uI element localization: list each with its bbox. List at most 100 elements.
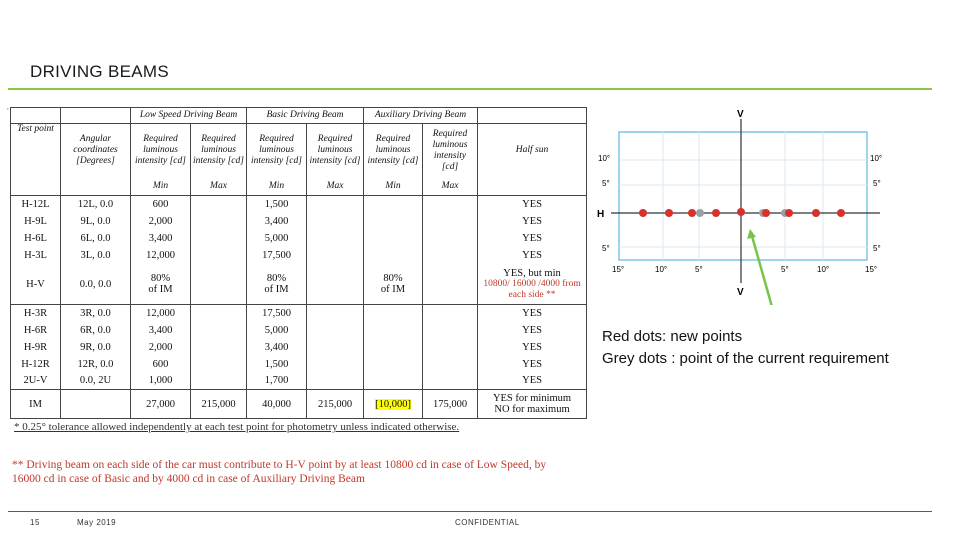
table-cell: YES — [477, 338, 588, 356]
table-cell — [305, 304, 365, 322]
test-point-red — [712, 209, 720, 217]
table-cell: 5,000 — [246, 321, 307, 339]
cell-line: of IM — [264, 284, 289, 296]
col-header-test-point: Test point — [10, 123, 61, 178]
table-cell: 1,500 — [246, 195, 307, 213]
table-row: H-6L 6L, 0.0 3,400 5,000 YES — [10, 229, 588, 247]
table-cell: H-6R — [10, 321, 61, 339]
table-cell: YES, but min 10800/ 16000 /4000 from each… — [477, 263, 588, 305]
table-cell — [190, 304, 247, 322]
legend-caption: Red dots: new points Grey dots : point o… — [602, 326, 889, 370]
table-cell — [363, 246, 424, 264]
table-cell: 0.0, 0.0 — [60, 263, 131, 305]
page-number: 15 — [30, 518, 40, 527]
diagram-border — [618, 131, 868, 261]
group-header-low: Low Speed Driving Beam — [130, 106, 247, 124]
footer-confidential: CONFIDENTIAL — [455, 518, 520, 527]
table-row: H-V 0.0, 0.0 80% of IM 80% of IM 80% of IM YES, … — [10, 263, 588, 305]
table-cell — [305, 263, 365, 305]
table-cell: YES — [477, 246, 588, 264]
table-row: H-6R 6R, 0.0 3,400 5,000 YES — [10, 321, 588, 339]
table-cell: 2,000 — [130, 338, 191, 356]
table-cell: 1,700 — [246, 372, 307, 390]
table-cell — [363, 372, 424, 390]
table-cell — [305, 195, 365, 213]
table-cell — [422, 338, 479, 356]
table-cell: 600 — [130, 355, 191, 373]
cell-line: of IM — [380, 284, 406, 296]
photometry-table: Low Speed Driving Beam Basic Driving Bea… — [10, 106, 588, 419]
left-label: 10° — [598, 154, 610, 163]
col-header-req: Required luminous intensity [cd] — [305, 123, 365, 178]
right-label: 5° — [873, 179, 881, 188]
footer-date: May 2019 — [77, 518, 117, 527]
table-cell: 3R, 0.0 — [60, 304, 131, 322]
group-header-basic: Basic Driving Beam — [245, 106, 365, 124]
table-cell: H-12L — [10, 195, 61, 213]
v-label-bottom: V — [737, 287, 744, 298]
col-header-req: Required luminous intensity [cd] — [363, 123, 424, 178]
v-label-top: V — [737, 109, 744, 120]
caption-red: Red dots: new points — [602, 328, 743, 345]
table-cell — [305, 372, 365, 390]
test-point-red — [737, 208, 745, 216]
table-cell — [190, 229, 247, 247]
table-cell — [422, 212, 479, 230]
footnote-driving-beam: ** Driving beam on each side of the car … — [12, 459, 547, 485]
minmax-label: Max — [305, 177, 365, 197]
table-cell: 12,000 — [130, 246, 191, 264]
table-cell — [363, 212, 424, 230]
test-point-red — [688, 209, 696, 217]
table-cell: YES — [477, 195, 588, 213]
table-cell: 17,500 — [246, 246, 307, 264]
caption-grey: Grey dots : point of the current require… — [602, 350, 889, 367]
col-header-req: Required luminous intensity [cd] — [130, 123, 191, 178]
table-cell: 600 — [130, 195, 191, 213]
highlighted-value: [10,000] — [375, 398, 411, 410]
table-cell: 12R, 0.0 — [60, 355, 131, 373]
table-cell: YES — [477, 212, 588, 230]
table-cell — [363, 321, 424, 339]
table-cell — [305, 246, 365, 264]
table-cell: 12L, 0.0 — [60, 195, 131, 213]
table-cell: 2U-V — [10, 372, 61, 390]
table-row: H-12R 12R, 0.0 600 1,500 YES — [10, 355, 588, 373]
table-cell — [363, 338, 424, 356]
table-cell — [190, 195, 247, 213]
table-cell: 12,000 — [130, 304, 191, 322]
table-cell — [190, 355, 247, 373]
table-cell: 1,000 — [130, 372, 191, 390]
table-cell: H-V — [10, 263, 61, 305]
table-cell: 5,000 — [246, 229, 307, 247]
bottom-label: 10° — [817, 265, 829, 274]
table-cell: 1,500 — [246, 355, 307, 373]
test-point-red — [762, 209, 770, 217]
right-label: 15° — [865, 265, 877, 274]
right-label: 5° — [873, 244, 881, 253]
page-title: DRIVING BEAMS — [30, 62, 169, 81]
table-cell — [190, 246, 247, 264]
minmax-label: Min — [246, 177, 307, 197]
table-cell: 3,400 — [130, 229, 191, 247]
table-cell — [305, 321, 365, 339]
title-underline — [8, 88, 932, 90]
table-cell: 27,000 — [130, 389, 191, 419]
table-cell — [190, 212, 247, 230]
table-cell — [305, 212, 365, 230]
right-label: 10° — [870, 154, 882, 163]
cell-line: 80% — [383, 273, 403, 285]
table-cell: NO for maximum — [494, 404, 570, 416]
table-cell — [363, 355, 424, 373]
minmax-label: Min — [130, 177, 191, 197]
h-label: H — [597, 209, 604, 220]
table-cell: 3L, 0.0 — [60, 246, 131, 264]
table-cell: 175,000 — [422, 389, 479, 419]
table-cell — [422, 321, 479, 339]
table-cell: H-9R — [10, 338, 61, 356]
table-cell — [305, 229, 365, 247]
table-row: H-9R 9R, 0.0 2,000 3,400 YES — [10, 338, 588, 356]
col-header-req: Required luminous intensity [cd] — [422, 123, 479, 178]
table-cell: YES — [477, 304, 588, 322]
table-cell — [422, 229, 479, 247]
table-cell: 3,400 — [246, 338, 307, 356]
